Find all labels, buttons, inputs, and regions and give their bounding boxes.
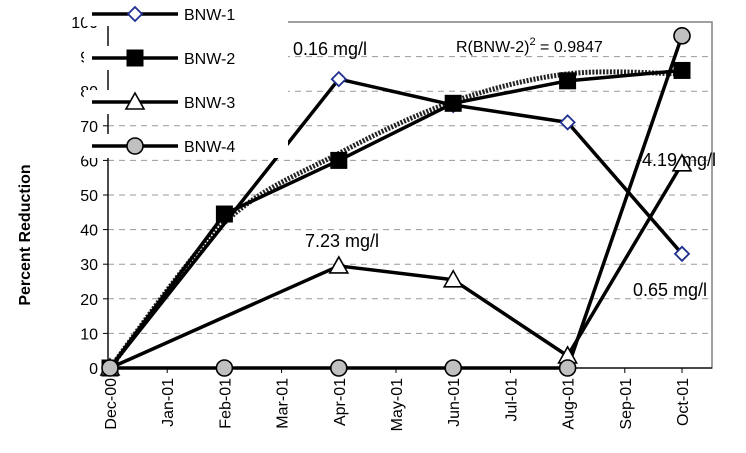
data-annotation: 4.19 mg/l <box>642 150 716 170</box>
legend-label: BNW-1 <box>184 7 235 24</box>
data-point-bnw-4 <box>215 359 234 377</box>
axes: 0102030405060708090100Dec-00Jan-01Feb-01… <box>71 15 712 431</box>
legend-item-bnw-2: BNW-2 <box>84 46 288 70</box>
x-tick-label: Mar-01 <box>275 378 292 429</box>
y-tick-label: 0 <box>89 361 98 378</box>
legend-label: BNW-3 <box>184 95 235 112</box>
legend-marker-bnw-2 <box>126 49 144 67</box>
series-line-bnw-4 <box>110 35 684 370</box>
x-tick-label: Jun-01 <box>446 378 463 427</box>
data-point-bnw-4 <box>329 359 348 377</box>
data-annotation: 0.16 mg/l <box>293 39 367 59</box>
x-tick-label: May-01 <box>389 378 406 431</box>
data-point-bnw-1 <box>673 245 691 263</box>
r-squared-label: R(BNW-2)2 = 0.9847 <box>456 36 603 56</box>
series-lines <box>108 35 684 370</box>
legend-label: BNW-2 <box>184 51 235 68</box>
legend: BNW-1 BNW-2 BNW-3 BNW-4 <box>84 2 288 158</box>
data-point-bnw-2 <box>330 151 348 169</box>
annotations: 0.16 mg/l 7.23 mg/l 4.19 mg/l 0.65 mg/l R(BN… <box>293 36 716 300</box>
data-point-bnw-2 <box>559 72 577 90</box>
legend-marker-bnw-3 <box>124 91 146 110</box>
legend-item-bnw-1: BNW-1 <box>84 2 288 26</box>
x-tick-label: Sep-01 <box>618 378 635 430</box>
y-tick-label: 30 <box>80 257 98 274</box>
series-markers <box>99 27 693 377</box>
data-point-bnw-4 <box>101 359 119 377</box>
trendline <box>108 69 683 370</box>
legend-marker-bnw-1 <box>126 5 144 23</box>
x-tick-label: Jan-01 <box>160 378 177 427</box>
series-line-bnw-1 <box>108 77 684 370</box>
data-point-bnw-2 <box>215 205 233 223</box>
legend-marker-bnw-4 <box>126 137 144 155</box>
x-tick-label: Jul-01 <box>503 378 520 422</box>
series-line-bnw-3 <box>109 162 684 370</box>
x-tick-label: Apr-01 <box>332 378 349 426</box>
legend-item-bnw-4: BNW-4 <box>84 134 288 158</box>
data-annotation: 7.23 mg/l <box>305 231 379 251</box>
data-point-bnw-1 <box>330 70 348 88</box>
x-tick-label: Aug-01 <box>561 378 578 430</box>
data-point-bnw-4 <box>673 27 691 45</box>
y-tick-label: 70 <box>80 119 98 136</box>
y-tick-label: 40 <box>80 223 98 240</box>
x-tick-label: Dec-00 <box>103 378 120 430</box>
x-tick-label: Oct-01 <box>675 378 692 426</box>
data-point-bnw-4 <box>558 359 577 377</box>
series-line-bnw-2 <box>108 68 683 370</box>
data-point-bnw-4 <box>444 359 463 377</box>
legend-label: BNW-4 <box>184 139 235 156</box>
data-point-bnw-3 <box>442 269 464 288</box>
y-tick-label: 10 <box>80 326 98 343</box>
data-point-bnw-3 <box>328 255 350 274</box>
data-point-bnw-1 <box>559 114 576 131</box>
data-annotation: 0.65 mg/l <box>633 280 707 300</box>
legend-item-bnw-3: BNW-3 <box>84 90 288 114</box>
data-point-bnw-2 <box>444 94 462 112</box>
y-tick-label: 50 <box>80 188 98 205</box>
trendline-bnw-2 <box>108 69 683 370</box>
x-tick-label: Feb-01 <box>217 378 234 429</box>
y-tick-label: 20 <box>80 292 98 309</box>
data-point-bnw-3 <box>671 153 693 172</box>
data-point-bnw-2 <box>673 61 691 79</box>
y-axis-title: Percent Reduction <box>17 164 34 305</box>
